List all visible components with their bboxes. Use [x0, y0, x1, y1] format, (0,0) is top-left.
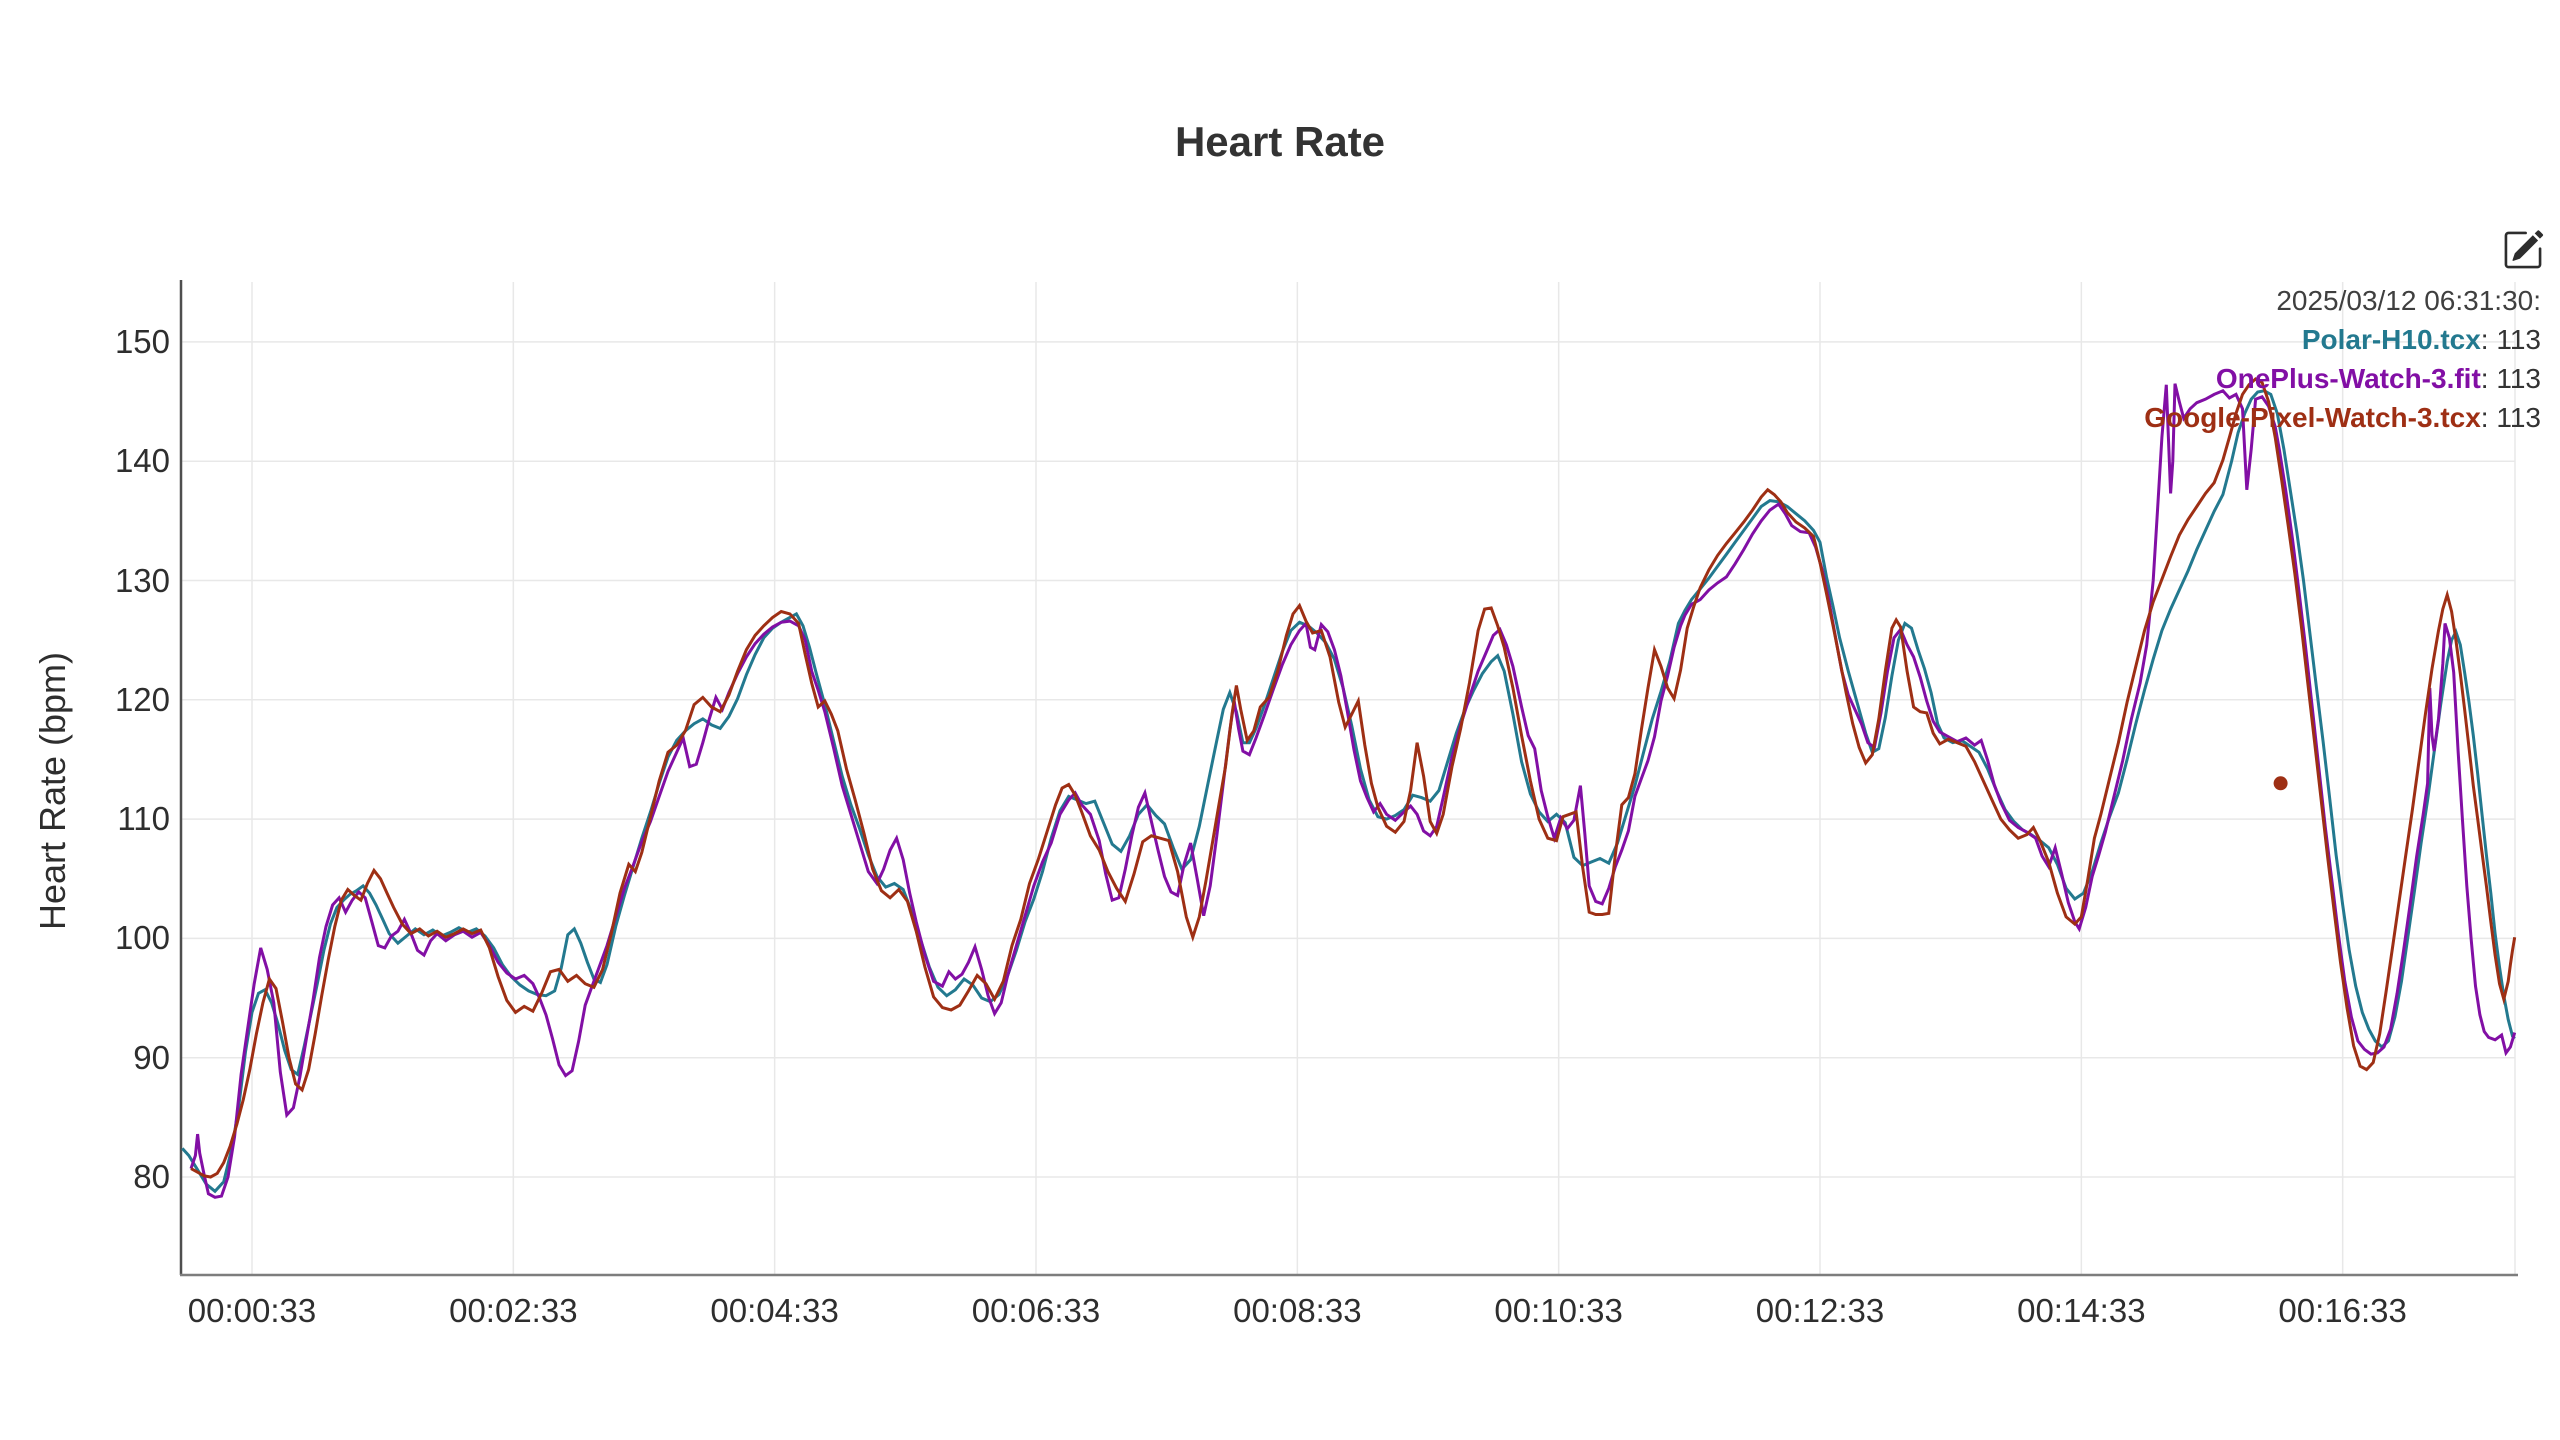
chart-title: Heart Rate	[1174, 118, 1386, 165]
legend-series-name: Google-Pixel-Watch-3.tcx	[2144, 402, 2481, 433]
x-tick-label: 00:12:33	[1755, 1292, 1885, 1329]
legend-entry-pixel[interactable]: Google-Pixel-Watch-3.tcx: 113	[2144, 398, 2541, 437]
y-tick-label: 110	[117, 800, 170, 838]
x-tick-label: 00:00:33	[187, 1292, 317, 1329]
x-tick-label: 00:10:33	[1494, 1292, 1623, 1329]
y-tick-label: 130	[114, 561, 170, 599]
legend-series-value: : 113	[2480, 402, 2541, 433]
x-tick-label: 00:04:33	[710, 1292, 839, 1329]
x-tick-label: 00:16:33	[2278, 1292, 2407, 1329]
series-line	[189, 383, 2517, 1199]
legend-series-value: : 113	[2480, 324, 2541, 355]
cursor-point	[2273, 776, 2288, 791]
x-tick-label: 00:06:33	[971, 1292, 1101, 1329]
gridlines	[182, 282, 2516, 1274]
y-tick-label: 150	[114, 322, 170, 360]
edit-icon[interactable]	[2502, 229, 2544, 271]
legend-timestamp: 2025/03/12 06:31:30:	[2276, 285, 2541, 316]
y-tick-label: 90	[133, 1038, 170, 1076]
legend: 2025/03/12 06:31:30: Polar-H10.tcx: 113 …	[2144, 281, 2541, 437]
y-tick-label: 120	[114, 680, 170, 718]
legend-series-name: Polar-H10.tcx	[2301, 324, 2481, 355]
series-line	[190, 377, 2517, 1179]
series-line	[181, 389, 2516, 1194]
x-tick-label: 00:02:33	[449, 1292, 578, 1329]
axis-spines	[179, 280, 2518, 1277]
legend-series-name: OnePlus-Watch-3.fit	[2215, 363, 2481, 394]
legend-entry-polar[interactable]: Polar-H10.tcx: 113	[2144, 320, 2541, 359]
legend-entry-oneplus[interactable]: OnePlus-Watch-3.fit: 113	[2144, 359, 2541, 398]
y-tick-label: 100	[114, 919, 170, 957]
y-tick-label: 140	[114, 442, 170, 480]
series-lines	[181, 377, 2517, 1199]
x-tick-label: 00:08:33	[1233, 1292, 1362, 1329]
y-tick-label: 80	[133, 1158, 170, 1195]
x-tick-label: 00:14:33	[2017, 1292, 2146, 1329]
legend-series-value: : 113	[2480, 363, 2541, 394]
